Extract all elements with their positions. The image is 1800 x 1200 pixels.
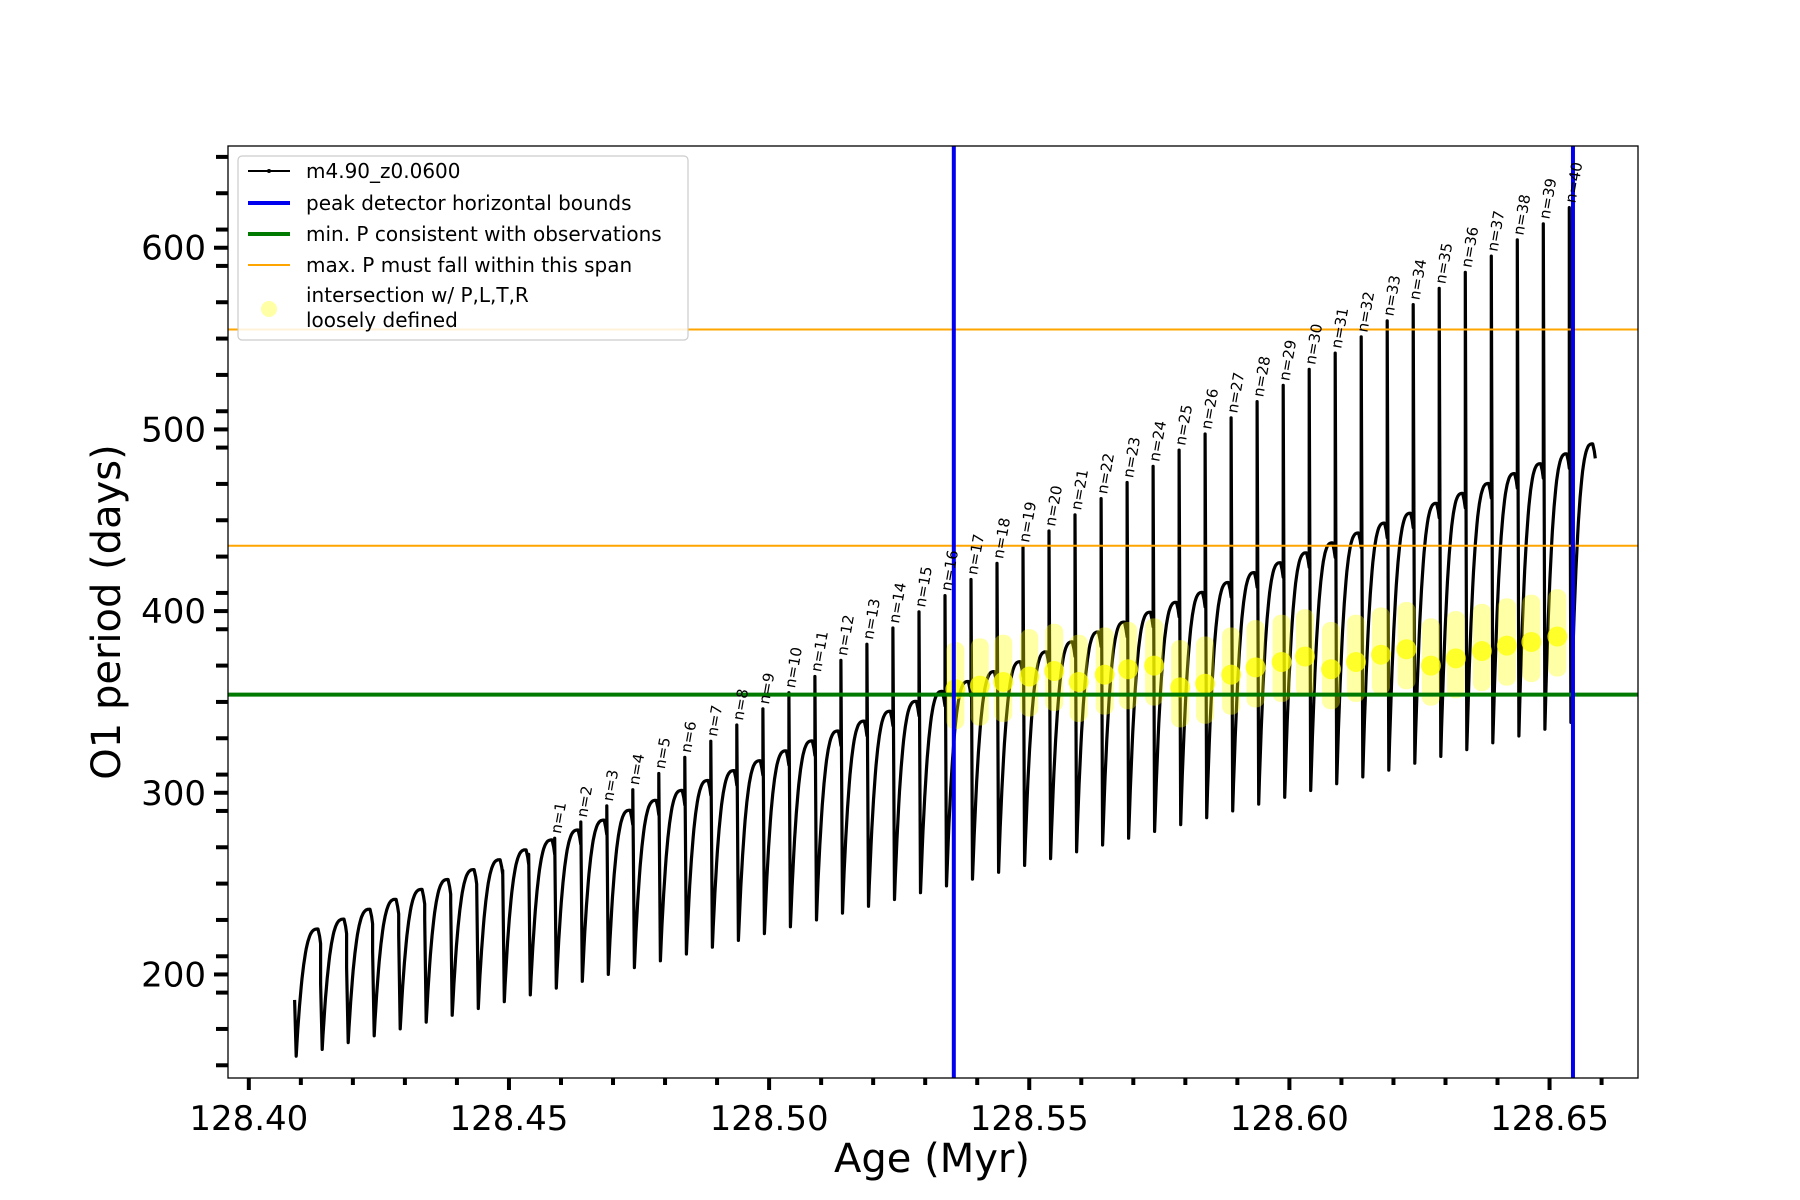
intersection-point	[1321, 659, 1342, 680]
intersection-point	[1445, 648, 1466, 669]
intersection-point	[1044, 661, 1065, 682]
y-tick-label: 200	[141, 955, 206, 995]
intersection-point	[1496, 635, 1517, 656]
intersection-point	[1271, 651, 1292, 672]
x-axis-ticks: 128.40 128.45 128.50 128.55 128.60 128.65	[189, 1078, 1609, 1139]
legend-bounds-label: peak detector horizontal bounds	[306, 191, 632, 215]
cycle-label: n=2	[573, 784, 596, 818]
x-tick-label: 128.55	[970, 1099, 1089, 1139]
y-tick-label: 400	[141, 592, 206, 632]
intersection-point	[1094, 664, 1115, 685]
intersection-point	[993, 671, 1014, 692]
intersection-point	[1521, 631, 1542, 652]
intersection-point	[1420, 655, 1441, 676]
intersection-point	[1370, 644, 1391, 665]
x-tick-label: 128.65	[1490, 1099, 1609, 1139]
y-axis-ticks: 200 300 400 500 600	[141, 154, 228, 1068]
legend-intersection-swatch	[261, 301, 277, 317]
cycle-label: n=4	[625, 752, 648, 786]
cycle-label: n=5	[651, 736, 674, 770]
y-tick-label: 300	[141, 774, 206, 814]
intersection-point	[1547, 626, 1568, 647]
intersection-point	[1144, 655, 1165, 676]
x-axis-label: Age (Myr)	[834, 1136, 1030, 1182]
intersection-point	[1471, 641, 1492, 662]
intersection-point	[1118, 659, 1139, 680]
cycle-label: n=8	[729, 687, 752, 721]
y-tick-label: 600	[141, 229, 206, 269]
intersection-point	[1295, 646, 1316, 667]
vertical-bound-lines	[951, 146, 1575, 1078]
x-tick-label: 128.45	[449, 1099, 568, 1139]
cycle-label: n=7	[703, 704, 726, 738]
legend-intersection-label-line2: loosely defined	[306, 308, 458, 332]
legend-box	[237, 155, 689, 341]
intersection-points	[945, 589, 1568, 730]
y-axis-label: O1 period (days)	[84, 444, 130, 779]
x-tick-label: 128.40	[189, 1099, 308, 1139]
cycle-label: n=9	[755, 671, 778, 705]
cycle-label: n=3	[599, 768, 622, 802]
cycle-label: n=6	[677, 720, 700, 754]
legend-track-label: m4.90_z0.0600	[306, 159, 461, 183]
y-tick-label: 500	[141, 410, 206, 450]
intersection-point	[1195, 673, 1216, 694]
intersection-point	[969, 675, 990, 696]
period-track-line	[293, 206, 1597, 1058]
x-tick-label: 128.60	[1230, 1099, 1349, 1139]
intersection-point	[1221, 664, 1242, 685]
legend-track-marker	[267, 169, 271, 173]
intersection-point	[1170, 677, 1191, 698]
cycle-label: n=1	[547, 801, 570, 835]
intersection-point	[1245, 657, 1266, 678]
intersection-point	[1346, 651, 1366, 672]
legend-min-period-label: min. P consistent with observations	[306, 222, 662, 246]
intersection-point	[1396, 639, 1417, 660]
legend-max-period-label: max. P must fall within this span	[306, 253, 632, 277]
intersection-point	[1068, 671, 1089, 692]
intersection-point	[1019, 666, 1040, 687]
legend-intersection-label: intersection w/ P,L,T,R	[306, 283, 529, 307]
period-track	[293, 206, 1597, 1058]
x-tick-label: 128.50	[710, 1099, 829, 1139]
